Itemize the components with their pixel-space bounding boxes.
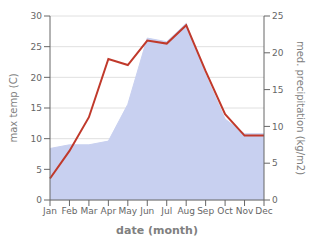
- svg-text:15: 15: [272, 85, 283, 95]
- svg-text:0: 0: [36, 195, 42, 205]
- svg-text:May: May: [119, 206, 138, 216]
- svg-text:Oct: Oct: [217, 206, 233, 216]
- svg-text:Sep: Sep: [197, 206, 214, 216]
- svg-text:15: 15: [31, 103, 42, 113]
- svg-text:Jun: Jun: [139, 206, 154, 216]
- svg-text:Aug: Aug: [177, 206, 195, 216]
- svg-text:Mar: Mar: [80, 206, 97, 216]
- svg-text:20: 20: [31, 73, 43, 83]
- svg-text:25: 25: [31, 42, 42, 52]
- svg-text:date (month): date (month): [116, 224, 198, 237]
- svg-text:Apr: Apr: [101, 206, 117, 216]
- svg-text:10: 10: [272, 122, 284, 132]
- svg-text:10: 10: [31, 134, 43, 144]
- svg-text:med. precipitation (kg/m2): med. precipitation (kg/m2): [295, 41, 306, 175]
- svg-text:Jan: Jan: [42, 206, 57, 216]
- svg-text:Dec: Dec: [255, 206, 272, 216]
- svg-text:30: 30: [31, 11, 43, 21]
- svg-text:Feb: Feb: [61, 206, 77, 216]
- svg-text:max temp (C): max temp (C): [8, 73, 19, 142]
- svg-text:Nov: Nov: [236, 206, 254, 216]
- svg-text:5: 5: [272, 158, 278, 168]
- svg-text:5: 5: [36, 165, 42, 175]
- svg-text:20: 20: [272, 48, 284, 58]
- svg-text:0: 0: [272, 195, 278, 205]
- svg-text:Jul: Jul: [160, 206, 172, 216]
- svg-text:25: 25: [272, 11, 283, 21]
